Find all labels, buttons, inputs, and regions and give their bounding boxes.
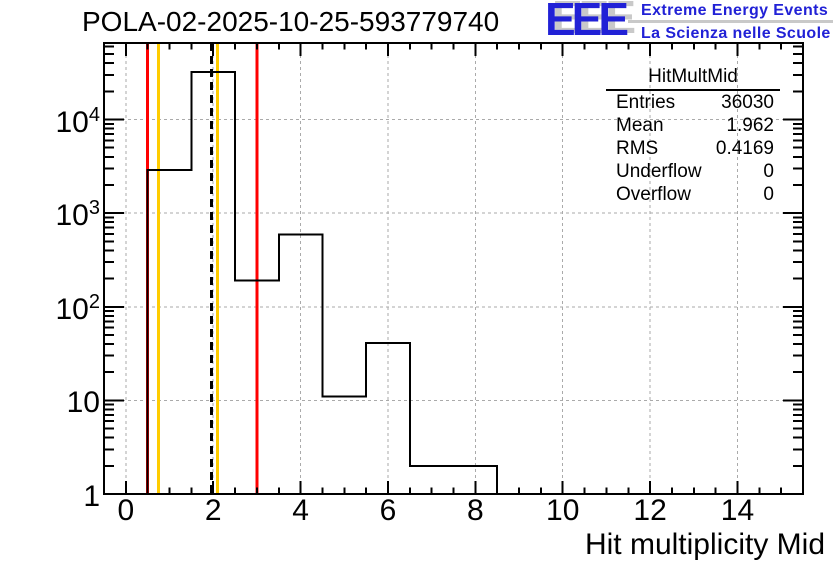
stats-label: Underflow	[616, 161, 702, 182]
x-axis-title: Hit multiplicity Mid	[584, 528, 825, 561]
x-axis-tick-label: 12	[633, 494, 667, 527]
stats-row-mean: Mean 1.962	[606, 114, 780, 137]
logo-subtitle-1: Extreme Energy Events	[641, 2, 829, 19]
x-axis-tick-label: 4	[292, 494, 309, 527]
stats-label: Overflow	[616, 184, 691, 205]
stats-value: 0	[763, 161, 774, 182]
stats-title: HitMultMid	[648, 66, 738, 87]
stats-row-overflow: Overflow 0	[606, 183, 780, 206]
stats-value: 0.4169	[715, 138, 774, 159]
y-axis-tick-label: 104	[55, 103, 101, 139]
stats-value: 36030	[721, 92, 774, 113]
stats-label: Mean	[616, 115, 664, 136]
gridlines	[104, 43, 803, 494]
x-axis-tick-label: 2	[204, 494, 222, 527]
stats-row-rms: RMS 0.4169	[606, 137, 780, 160]
histogram-outline	[146, 70, 803, 495]
axis-ticks	[104, 43, 803, 495]
marker-lines	[146, 43, 259, 494]
stats-value: 0	[763, 184, 774, 205]
logo-divider	[628, 20, 833, 23]
stats-label: RMS	[616, 138, 659, 159]
logo-subtitle-2: La Scienza nelle Scuole	[641, 25, 831, 42]
stats-box: HitMultMid Entries 36030 Mean 1.962 RMS …	[606, 66, 780, 206]
x-axis-tick-label: 10	[546, 494, 580, 527]
histogram	[146, 70, 803, 495]
x-axis-tick-label: 6	[379, 494, 397, 527]
stats-label: Entries	[616, 92, 676, 113]
x-axis-tick-label: 14	[720, 494, 755, 527]
x-axis-tick-label: 8	[467, 494, 484, 527]
stats-row-entries: Entries 36030	[606, 91, 780, 114]
stats-row-underflow: Underflow 0	[606, 160, 780, 183]
y-axis-tick-label: 102	[55, 290, 101, 326]
y-axis-tick-label: 1	[83, 480, 100, 513]
y-axis-tick-label: 103	[55, 197, 101, 233]
y-axis-tick-label: 10	[66, 386, 100, 420]
stats-value: 1.962	[726, 115, 774, 136]
x-axis-tick-label: 0	[117, 494, 135, 527]
stats-separator	[606, 89, 780, 91]
eee-logo: EEE	[545, 0, 629, 45]
page-title: POLA-02-2025-10-25-593779740	[82, 6, 500, 37]
